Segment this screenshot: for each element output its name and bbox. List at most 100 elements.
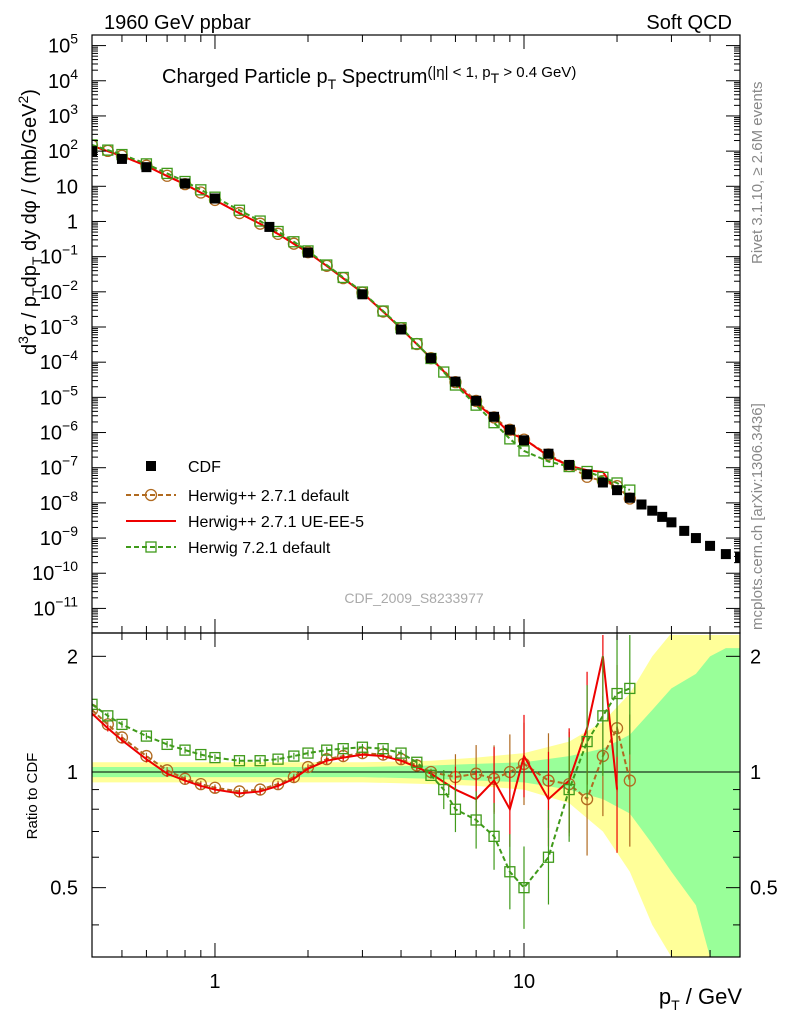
mc-ratio-point [337,743,349,755]
cdf-data-point [636,499,647,510]
cdf-data-point [141,162,152,173]
y-tick-base: 10 [48,106,70,128]
mcplots-reference-label: mcplots.cern.ch [arXiv:1306.3436] [749,403,766,630]
label-part: T [491,70,500,86]
cdf-data-series [92,146,740,563]
x-tick-label: 1 [209,971,220,993]
y-tick-label: 105 [48,31,78,58]
cdf-data-point [705,540,716,551]
mc-ratio-point [411,756,423,768]
ratio-axis-label: Ratio to CDF [24,753,41,840]
ratio-frame [91,632,741,958]
y-tick-base: 10 [40,282,62,304]
y-tick-base: 10 [48,36,70,58]
mc-spectrum-point [195,184,207,196]
y-tick-base: 10 [40,387,62,409]
y-tick-label: 102 [48,136,78,163]
mc-spectrum-point [321,259,333,271]
analysis-id-watermark: CDF_2009_S8233977 [344,590,484,606]
y-tick-label: 104 [48,66,78,93]
mc-spectrum-point [161,167,173,180]
cdf-data-point [209,193,220,204]
cdf-data-point [264,221,275,232]
mc-ratio-line [92,687,631,890]
y-tick-label: 1 [67,211,78,233]
y-tick-label: 10−1 [40,242,78,269]
mc-ratio-series-3 [92,635,636,929]
y-tick-base: 10 [40,493,62,515]
mc-spectrum-point [377,305,389,317]
y-tick-label: 10−5 [40,382,78,409]
mc-spectrum-line [92,143,631,491]
plot-title: Charged Particle pT Spectrum(|η| < 1, pT… [162,64,576,92]
spectrum-plot-area [92,139,740,563]
y-tick-base: 10 [40,458,62,480]
label-part: dp [19,265,41,287]
y-tick-label: 10−6 [40,418,78,445]
y-tick-label: 10−3 [40,312,78,339]
mc-ratio-point [488,830,500,842]
legend-entry: Herwig++ 2.7.1 default [126,488,350,505]
cdf-data-point [116,153,127,164]
mc-ratio-point [542,851,555,863]
label-part: d [19,344,41,355]
cdf-data-point [489,411,500,422]
mc-ratio-point [438,783,450,796]
cdf-data-point [657,511,668,522]
mc-spectrum-point [438,366,450,378]
ratio-y-tick-label: 2 [67,646,78,668]
mc-spectrum-point [288,236,300,248]
y-tick-exponent: −5 [62,382,78,398]
label-part: 2 [15,96,31,104]
mc-ratio-point [287,770,301,784]
y-tick-base: 10 [40,423,62,445]
cdf-data-point [666,517,677,528]
cdf-data-point [582,469,593,480]
mc-ratio-point [624,682,636,695]
mc-ratio-point [470,814,482,826]
cdf-data-point [471,395,482,406]
rivet-version-label: Rivet 3.1.10, ≥ 2.6M events [749,82,766,265]
ratio-y-tick-label-right: 1 [750,762,761,784]
y-tick-base: 1 [67,211,78,233]
y-axis-label: d3σ / pTdpT dy dφ / (mb/GeV2) [15,89,45,355]
y-tick-label: 10−10 [32,558,78,585]
mc-spectrum-point [503,423,517,436]
mc-spectrum-point [102,144,114,156]
mc-series-3 [92,139,636,496]
cdf-data-point [396,324,407,335]
mc-ratio-point [425,769,437,782]
y-tick-label: 10−11 [33,593,78,620]
y-tick-base: 10 [56,176,78,198]
y-tick-exponent: 2 [70,136,78,152]
y-tick-exponent: −6 [62,418,78,434]
legend-label: Herwig++ 2.7.1 default [188,488,350,505]
cdf-data-point [450,376,461,387]
legend-entry: Herwig++ 2.7.1 UE-EE-5 [126,514,364,531]
cdf-data-point [597,477,608,488]
cdf-data-point [303,247,313,258]
label-part: p [659,984,671,1009]
mc-spectrum-point [254,215,266,227]
mc-ratio-point [92,698,98,710]
mc-spectrum-point [411,338,423,350]
y-tick-exponent: 5 [70,31,78,47]
mc-ratio-point [254,755,266,767]
mc-ratio-point [563,783,575,796]
cdf-data-point [720,549,731,560]
cdf-data-point [357,289,368,300]
label-part: 3 [15,336,31,344]
legend-entry: CDF [146,459,221,476]
mc-ratio-point [611,687,623,700]
mc-ratio-point [518,882,530,894]
legend-marker [145,541,157,553]
mc-ratio-point [321,744,333,756]
y-tick-exponent: −10 [54,558,78,574]
label-part: T [328,76,337,92]
label-part: / GeV [680,984,743,1009]
mc-spectrum-point [337,271,349,284]
cdf-data-point [679,525,690,536]
y-tick-base: 10 [48,141,70,163]
y-tick-base: 10 [40,317,62,339]
